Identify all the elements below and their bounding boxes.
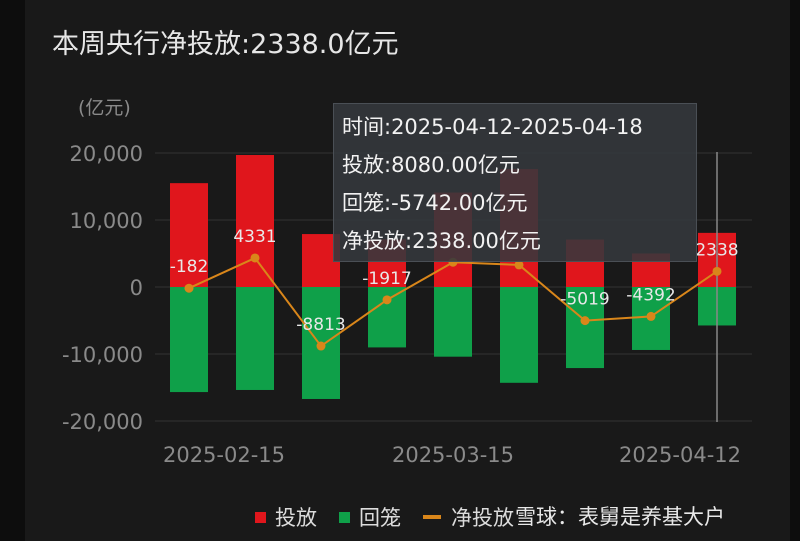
legend-swatch-supply (255, 511, 266, 523)
legend-label: 净投放 (451, 506, 514, 530)
net-data-label: 4331 (233, 227, 276, 247)
net-point (712, 266, 722, 276)
bar-withdraw (434, 287, 472, 357)
y-axis-unit: (亿元) (78, 97, 131, 119)
bar-supply (170, 183, 208, 287)
legend-item-supply[interactable]: 投放 (255, 502, 317, 532)
y-tick-label: -10,000 (62, 343, 143, 367)
net-data-label: -4392 (626, 285, 675, 305)
bar-supply (236, 155, 274, 287)
bar-withdraw (566, 287, 604, 369)
x-tick-label: 2025-03-15 (392, 443, 514, 467)
tooltip-supply: 投放:8080.00亿元 (342, 153, 520, 177)
x-tick-label: 2025-02-15 (163, 443, 285, 467)
net-point (514, 260, 524, 270)
net-point (316, 341, 326, 351)
net-point (250, 253, 260, 263)
y-tick-label: 10,000 (70, 209, 143, 233)
legend-label: 投放 (275, 506, 317, 530)
net-data-label: -8813 (296, 315, 345, 335)
y-tick-label: -20,000 (62, 410, 143, 434)
bar-withdraw (500, 287, 538, 383)
net-point (184, 283, 194, 293)
net-data-label: 2338 (695, 240, 738, 260)
tooltip-time: 时间:2025-04-12-2025-04-18 (342, 115, 643, 139)
net-point (580, 316, 590, 326)
bar-withdraw (236, 287, 274, 390)
tooltip-withdraw: 回笼:-5742.00亿元 (342, 191, 528, 215)
y-tick-label: 0 (130, 276, 143, 300)
net-data-label: -182 (170, 257, 209, 277)
tooltip-net: 净投放:2338.00亿元 (342, 229, 541, 253)
watermark: 雪球：表舅是养基大户 (515, 505, 725, 529)
tooltip: 时间:2025-04-12-2025-04-18 投放:8080.00亿元 回笼… (333, 103, 697, 262)
legend: 投放 回笼 净投放 (255, 503, 536, 531)
net-point (646, 311, 656, 321)
x-tick-label: 2025-04-12 (619, 443, 741, 467)
legend-item-net[interactable]: 净投放 (423, 502, 514, 532)
net-data-label: -1917 (362, 269, 411, 289)
y-tick-label: 20,000 (70, 142, 143, 166)
net-point (382, 295, 392, 305)
net-data-label: -5019 (560, 290, 609, 310)
chart-title: 本周央行净投放:2338.0亿元 (52, 29, 399, 60)
legend-item-withdraw[interactable]: 回笼 (339, 502, 401, 532)
bar-withdraw (170, 287, 208, 393)
legend-swatch-net (423, 515, 441, 519)
legend-swatch-withdraw (339, 511, 350, 523)
legend-label: 回笼 (359, 506, 401, 530)
